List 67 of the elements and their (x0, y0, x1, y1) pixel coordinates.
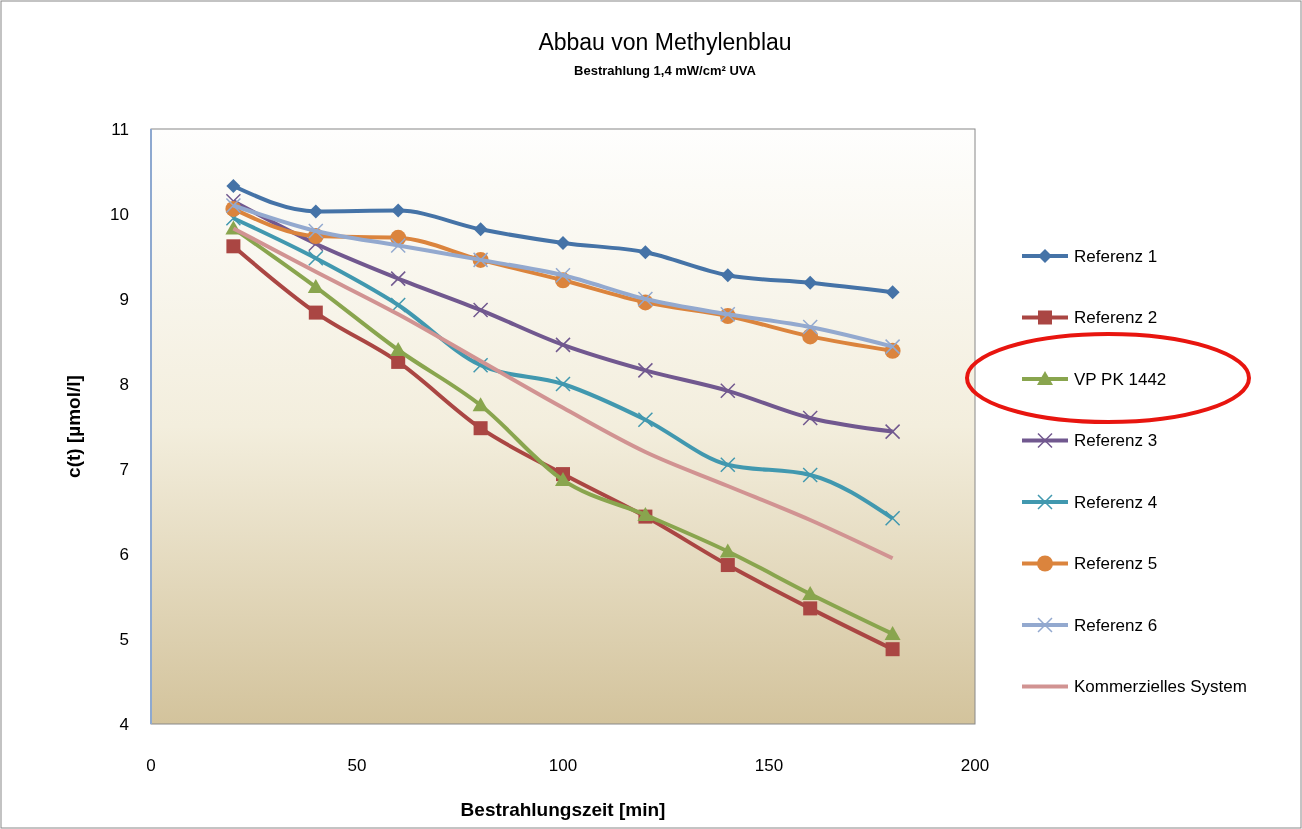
chart-title: Abbau von Methylenblau (538, 29, 792, 55)
legend-label: Referenz 3 (1074, 431, 1158, 451)
chart-subtitle: Bestrahlung 1,4 mW/cm² UVA (574, 63, 757, 78)
point (308, 223, 324, 239)
point (720, 457, 736, 473)
point (803, 601, 818, 616)
legend-label: Referenz 4 (1074, 492, 1158, 512)
x-tick-label: 100 (548, 756, 578, 775)
point (226, 178, 241, 193)
point (472, 397, 489, 412)
x-axis-title: Bestrahlungszeit [min] (460, 799, 666, 820)
point (720, 383, 736, 399)
point (390, 270, 406, 287)
point (391, 203, 406, 218)
point (391, 354, 406, 369)
point (555, 337, 571, 353)
y-axis-title: c(t) [µmol/l] (63, 375, 84, 478)
y-tick-label: 9 (119, 289, 129, 309)
point (884, 625, 901, 640)
y-tick-label: 6 (119, 544, 129, 564)
point (637, 362, 654, 379)
y-tick-label: 11 (111, 119, 129, 139)
point (473, 222, 488, 237)
point (884, 510, 901, 527)
point (720, 268, 735, 283)
point (802, 585, 819, 600)
point (556, 235, 570, 250)
x-tick-label: 150 (754, 756, 784, 775)
legend-label: Referenz 5 (1074, 554, 1158, 574)
point (884, 423, 901, 440)
point (390, 237, 406, 254)
point (555, 376, 571, 392)
point (307, 279, 324, 294)
point (638, 245, 653, 260)
point (885, 285, 900, 300)
point (720, 558, 735, 573)
y-tick-label: 10 (110, 204, 129, 224)
point (803, 275, 818, 290)
x-tick-label: 200 (960, 756, 990, 775)
y-tick-label: 4 (119, 714, 129, 734)
point (802, 410, 818, 426)
point (473, 421, 488, 436)
y-tick-label: 5 (119, 629, 129, 649)
legend-label: Referenz 1 (1074, 246, 1158, 266)
legend-label: Referenz 6 (1074, 615, 1158, 635)
point (308, 305, 323, 320)
legend-label: VP PK 1442 (1074, 369, 1167, 389)
point (802, 319, 818, 335)
point (472, 302, 489, 318)
point (555, 267, 571, 283)
y-tick-label: 8 (119, 374, 129, 394)
legend-label: Referenz 2 (1074, 308, 1158, 328)
point (308, 204, 323, 219)
point (802, 467, 818, 483)
point (719, 543, 736, 558)
point (472, 357, 489, 374)
point (555, 472, 571, 487)
point (637, 291, 654, 307)
point (226, 239, 241, 254)
y-tick-label: 7 (119, 459, 129, 479)
legend-label: Kommerzielles System (1074, 677, 1247, 697)
x-tick-label: 50 (347, 756, 367, 775)
point (885, 642, 900, 657)
point (637, 411, 654, 428)
point (308, 250, 324, 266)
point (884, 338, 901, 355)
x-tick-label: 0 (146, 756, 156, 775)
